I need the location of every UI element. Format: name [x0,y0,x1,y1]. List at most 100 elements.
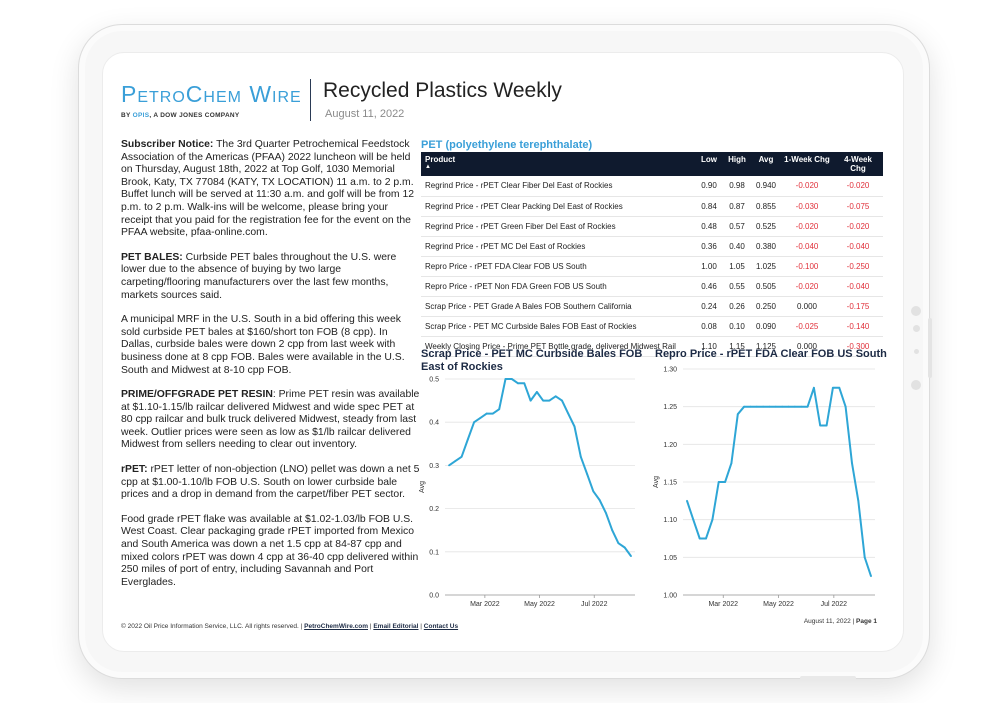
cell-low: 0.46 [695,276,723,297]
data-point [749,405,752,408]
data-point [617,542,620,545]
cell-high: 1.05 [723,256,751,277]
cell-product: Scrap Price - PET MC Curbside Bales FOB … [421,316,695,337]
data-point [825,424,828,427]
cell-1week-chg: -0.025 [781,316,833,337]
table-row: Regrind Price - rPET Green Fiber Del Eas… [421,216,883,237]
cell-1week-chg: -0.040 [781,236,833,257]
cell-4week-chg: -0.040 [833,236,883,257]
cell-product: Scrap Price - PET Grade A Bales FOB Sout… [421,296,695,317]
cell-high: 0.55 [723,276,751,297]
data-point [768,405,771,408]
paragraph: Subscriber Notice: The 3rd Quarter Petro… [121,139,421,240]
cell-low: 0.90 [695,176,723,197]
data-point [561,399,563,402]
series-line [686,386,872,577]
data-point [504,378,507,380]
cell-high: 0.98 [723,176,751,197]
paragraph-body: : Prime PET resin was available at $1.10… [121,389,420,451]
y-tick-label: 1.30 [663,367,677,374]
link-petrochemwire[interactable]: PetroChemWire.com [304,623,369,630]
paragraph-lead: PET BALES: [121,251,183,263]
x-tick-label: Jul 2022 [821,601,848,608]
data-point [800,405,803,408]
cell-low: 1.00 [695,256,723,277]
data-point [774,405,777,408]
cell-4week-chg: -0.075 [833,196,883,217]
cell-high: 0.26 [723,296,751,317]
cell-low: 1.10 [695,336,723,357]
y-tick-label: 0.3 [429,463,439,470]
data-point [755,405,758,408]
data-point [781,405,784,408]
cell-4week-chg: -0.250 [833,256,883,277]
paragraph: Food grade rPET flake was available at $… [121,514,421,590]
byline-prefix: BY [121,112,133,119]
data-point [448,464,450,467]
cell-product: Weekly Closing Price - Prime PET Bottle … [421,336,695,357]
camera-dot-icon [911,306,921,316]
link-contact-us[interactable]: Contact Us [423,623,459,630]
cell-high: 0.57 [723,216,751,237]
data-point [857,499,860,502]
cell-1week-chg: -0.020 [781,216,833,237]
y-tick-label: 1.00 [663,593,677,600]
paragraph-lead: Subscriber Notice: [121,139,214,150]
paragraph-lead: PRIME/OFFGRADE PET RESIN [121,389,273,401]
link-email-editorial[interactable]: Email Editorial [373,623,419,630]
data-point [717,481,720,483]
data-point [630,555,632,558]
document-page: PetroChem Wire BY OPIS, A DOW JONES COMP… [102,52,904,652]
y-tick-label: 1.15 [663,480,677,487]
issue-date: August 11, 2022 [325,108,405,120]
footer-separator: | [850,618,857,625]
page-title: Recycled Plastics Weekly [323,79,562,102]
x-tick-label: May 2022 [524,601,555,608]
data-point [485,412,488,415]
copyright-text: © 2022 Oil Price Information Service, LL… [121,623,305,630]
cell-1week-chg: -0.020 [781,176,833,197]
table-row: Regrind Price - rPET Clear Packing Del E… [421,196,883,217]
y-tick-label: 1.25 [663,404,677,411]
header-divider [310,79,311,121]
footer-date: August 11, 2022 [803,618,851,625]
cell-high: 0.87 [723,196,751,217]
column-header-product[interactable]: Product ▲ [421,152,695,176]
cell-4week-chg: -0.140 [833,316,883,337]
paragraph-body: Curbside PET bales throughout the U.S. w… [121,251,397,301]
column-header-low[interactable]: Low [695,152,723,176]
data-point [535,391,538,393]
data-point [686,499,688,502]
data-point [736,413,739,416]
table-row: Regrind Price - rPET Clear Fiber Del Eas… [421,176,883,197]
cell-product: Regrind Price - rPET Clear Fiber Del Eas… [421,176,695,197]
sort-ascending-icon[interactable]: ▲ [425,164,431,170]
article-column: Subscriber Notice: The 3rd Quarter Petro… [121,139,421,601]
cell-low: 0.24 [695,296,723,317]
data-point [542,399,545,402]
brand-name: PetroChem Wire [121,81,302,107]
column-header-1week-chg[interactable]: 1-Week Chg [781,152,833,176]
cell-1week-chg: 0.000 [781,296,833,317]
data-point [743,405,746,408]
data-point [498,408,501,411]
data-point [573,425,576,428]
byline-suffix: , A DOW JONES COMPANY [149,112,240,119]
chart-scrap-price: 0.0 0.1 0.2 0.3 0.4 0.5 Mar 2022 May 2022 Jul 20… [419,377,635,608]
column-header-avg[interactable]: Avg [751,152,781,176]
footer-separator: | [368,623,374,630]
data-point [592,490,595,493]
x-tick-label: Mar 2022 [470,601,500,608]
cell-avg: 0.250 [751,296,781,317]
column-header-high[interactable]: High [723,152,751,176]
cell-4week-chg: -0.300 [833,336,883,357]
data-point [698,537,701,540]
chart-title-scrap: Scrap Price - PET MC Curbside Bales FOB … [421,348,643,373]
column-header-4week-chg[interactable]: 4-Week Chg [833,152,883,176]
y-tick-label: 1.10 [663,517,677,524]
cell-4week-chg: -0.040 [833,276,883,297]
x-tick-label: Jul 2022 [581,601,608,608]
cell-avg: 0.505 [751,276,781,297]
cell-avg: 0.855 [751,196,781,217]
table-row: Regrind Price - rPET MC Del East of Rock… [421,236,883,257]
